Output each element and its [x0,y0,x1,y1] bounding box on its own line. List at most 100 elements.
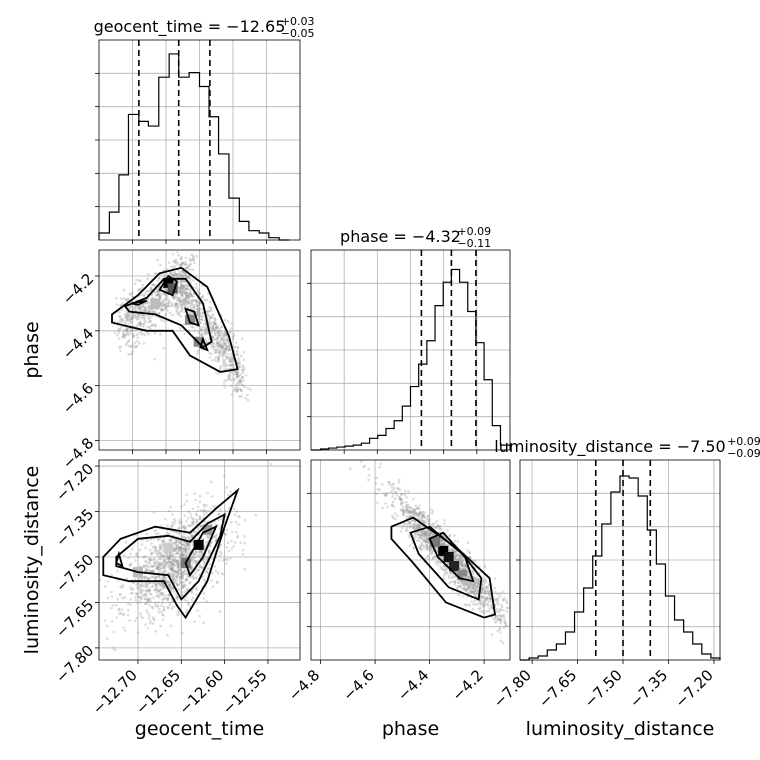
sample-point [204,328,208,332]
sample-point [133,306,137,309]
sample-point [426,532,429,536]
sample-point [228,330,232,334]
sample-point [180,547,184,550]
sample-point [488,589,492,593]
sample-point [418,544,422,548]
sample-point [180,299,184,302]
sample-point [181,575,185,579]
sample-point [226,357,230,360]
sample-point [180,263,183,267]
sample-point [239,365,242,369]
sample-point [150,564,154,568]
sample-point [436,524,440,527]
sample-point [236,372,239,376]
sample-point [195,593,198,596]
sample-point [448,549,452,552]
sample-point [145,592,148,596]
sample-point [168,583,171,587]
sample-point [189,291,192,295]
sample-point [408,511,412,514]
sample-point [468,555,472,559]
sample-point [425,533,429,537]
sample-point [125,319,129,322]
sample-point [477,577,481,581]
sample-point [188,538,191,541]
sample-point [459,562,463,566]
sample-point [202,510,206,513]
sample-point [193,553,197,556]
sample-point [161,584,165,588]
sample-point [140,316,144,320]
sample-point [424,533,427,536]
sample-point [426,554,430,558]
sample-point [174,539,178,542]
sample-point [423,519,426,523]
sample-point [225,344,229,348]
sample-point [479,599,483,603]
sample-point [423,531,427,535]
sample-point [435,526,438,529]
sample-point [140,597,143,600]
sample-point [120,318,123,321]
sample-point [140,588,144,592]
sample-point [172,260,175,263]
sample-point [201,315,205,318]
sample-point [222,332,225,335]
sample-point [165,531,169,534]
sample-point [199,329,202,332]
sample-point [169,270,173,274]
sample-point [184,569,187,573]
sample-point [412,512,416,516]
sample-point [463,603,467,606]
sample-point [157,589,160,593]
sample-point [234,341,238,345]
sample-point [216,341,219,345]
sample-point [169,538,173,542]
sample-point [475,595,478,598]
sample-point [211,585,215,588]
sample-point [243,568,246,571]
sample-point [207,319,211,322]
sample-point [177,526,181,529]
sample-point [136,315,140,319]
sample-point [186,542,190,545]
sample-point [172,570,175,573]
sample-point [181,585,185,589]
sample-point [216,581,219,585]
sample-point [129,591,133,595]
sample-point [193,299,197,302]
sample-point [448,533,452,537]
sample-point [137,321,141,325]
sample-point [141,322,145,325]
sample-point [146,598,150,602]
sample-point [182,291,185,294]
sample-point [189,580,192,584]
sample-point [192,521,196,524]
sample-point [157,568,161,572]
sample-point [468,587,472,591]
sample-point [139,309,143,313]
sample-point [205,534,209,538]
sample-point [472,586,475,590]
sample-point [442,541,446,545]
sample-point [188,524,191,528]
sample-point [470,600,474,603]
sample-point [198,517,202,521]
sample-point [442,577,445,580]
sample-point [450,547,454,551]
sample-point [426,537,429,540]
sample-point [413,527,416,530]
sample-point [115,603,118,607]
sample-point [118,304,122,307]
sample-point [192,307,196,311]
sample-point [390,483,394,487]
sample-point [405,526,408,530]
sample-point [479,606,482,610]
sample-point [136,595,140,599]
sample-point [481,584,484,587]
sample-point [129,352,133,356]
sample-point [147,565,150,569]
sample-point [219,333,223,336]
sample-point [442,564,446,568]
sample-point [187,524,190,527]
